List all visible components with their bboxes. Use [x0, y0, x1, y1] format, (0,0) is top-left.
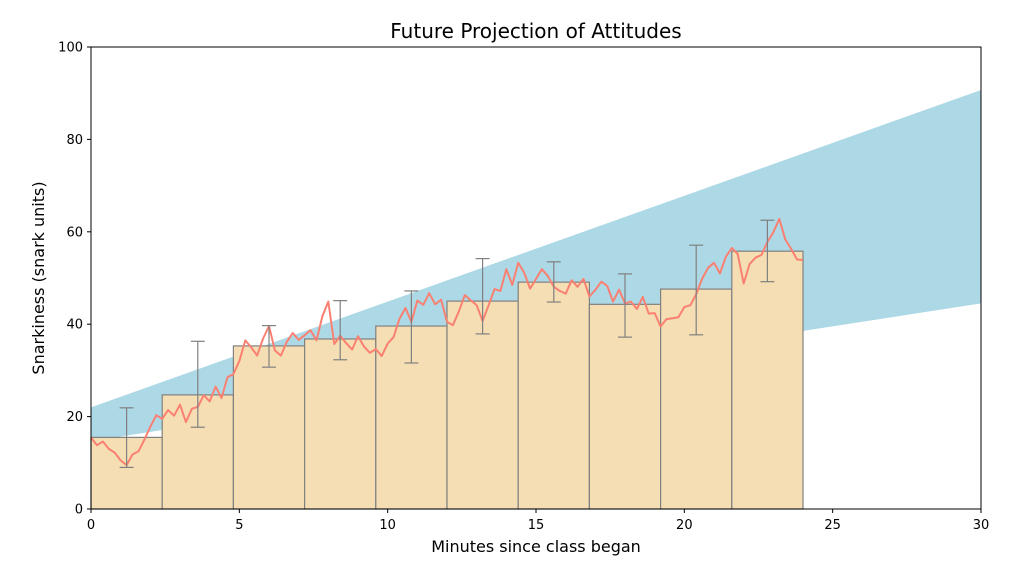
- error-bar-layer: [119, 219, 775, 469]
- error-bar: [119, 407, 134, 469]
- error-bar: [760, 219, 775, 283]
- y-tick-label: 60: [66, 225, 83, 240]
- y-tick-label: 0: [75, 503, 83, 518]
- x-tick-label: 20: [676, 518, 693, 533]
- chart-title: Future Projection of Attitudes: [390, 19, 681, 43]
- error-bar: [262, 324, 276, 368]
- snark-line: [90, 217, 804, 467]
- bar: [588, 303, 662, 510]
- bar: [446, 300, 519, 510]
- x-tick-label: 0: [87, 518, 95, 533]
- bar: [517, 281, 591, 510]
- error-bar: [689, 244, 704, 336]
- y-axis-title: Snarkiness (snark units): [29, 181, 48, 374]
- x-axis: 0 5 10 15 20 25 30: [87, 509, 989, 533]
- x-tick-label: 5: [235, 518, 243, 533]
- error-bar: [546, 261, 561, 303]
- y-tick-label: 80: [66, 133, 83, 148]
- error-bar: [475, 257, 490, 335]
- bar-layer: [90, 250, 804, 510]
- y-tick-label: 40: [66, 318, 83, 333]
- error-bar: [618, 273, 632, 338]
- bar: [731, 250, 804, 510]
- line-layer: [90, 217, 804, 467]
- x-tick-label: 30: [973, 518, 990, 533]
- x-tick-label: 15: [528, 518, 545, 533]
- x-axis-title: Minutes since class began: [431, 537, 641, 556]
- error-bar: [190, 340, 205, 428]
- y-tick-label: 100: [58, 41, 83, 56]
- y-tick-label: 20: [66, 410, 83, 425]
- error-bar: [333, 300, 348, 361]
- y-axis: 0 20 40 60 80 100: [58, 41, 91, 518]
- error-bar: [404, 290, 419, 364]
- x-tick-label: 10: [379, 518, 396, 533]
- x-tick-label: 25: [824, 518, 841, 533]
- bar: [232, 345, 306, 510]
- bar: [304, 338, 377, 510]
